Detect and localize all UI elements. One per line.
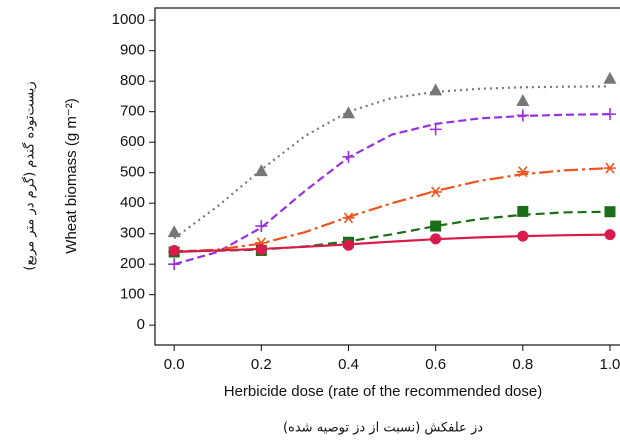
plot-frame (154, 7, 620, 346)
y-tick-label: 100 (120, 286, 145, 303)
y-tick-label: 200 (120, 255, 145, 272)
marker (429, 123, 442, 136)
marker (168, 258, 181, 271)
fit-line (173, 85, 610, 240)
y-tick-label: 1000 (112, 11, 145, 28)
x-axis-label: Herbicide dose (rate of the recommended … (224, 383, 543, 400)
marker (429, 83, 443, 96)
y-tick-label: 700 (120, 103, 145, 120)
fit-line (173, 113, 610, 266)
y-tick-label: 800 (120, 72, 145, 89)
marker (604, 206, 616, 218)
fit-line (174, 210, 610, 253)
fit-line (174, 233, 610, 254)
y-tick-label: 500 (120, 164, 145, 181)
y-tick-label: 900 (120, 42, 145, 59)
y-tick-label: 0 (137, 316, 145, 333)
marker (603, 71, 617, 84)
marker (516, 109, 529, 122)
marker (517, 205, 529, 217)
x-tick-label: 1.0 (600, 356, 620, 373)
marker (254, 164, 268, 177)
marker (342, 150, 355, 163)
marker (603, 108, 616, 121)
x-tick-label: 0.6 (425, 356, 446, 373)
marker (517, 230, 529, 242)
marker (342, 212, 355, 224)
marker (341, 106, 355, 119)
marker (255, 220, 268, 233)
marker (168, 244, 180, 256)
y-axis-label-fa: زیست‌توده گندم (گرم در متر مربع) (22, 81, 38, 270)
x-tick-label: 0.2 (251, 356, 272, 373)
y-axis-label: Wheat biomass (g m⁻²) (63, 98, 80, 253)
y-tick-label: 400 (120, 194, 145, 211)
marker (430, 233, 442, 245)
marker (255, 244, 267, 256)
x-axis-label-fa: دز علفکش (نسبت از دز توصیه شده) (283, 421, 483, 436)
marker (429, 186, 442, 198)
marker (516, 94, 530, 107)
marker (167, 225, 181, 238)
marker (604, 229, 616, 241)
marker (430, 220, 442, 232)
marker (516, 166, 529, 178)
marker (603, 162, 616, 174)
x-tick-label: 0.4 (338, 356, 359, 373)
x-tick-label: 0.0 (164, 356, 185, 373)
marker (342, 239, 354, 251)
y-tick-label: 300 (120, 225, 145, 242)
x-tick-label: 0.8 (512, 356, 533, 373)
y-tick-label: 600 (120, 133, 145, 150)
fit-line (174, 167, 611, 254)
